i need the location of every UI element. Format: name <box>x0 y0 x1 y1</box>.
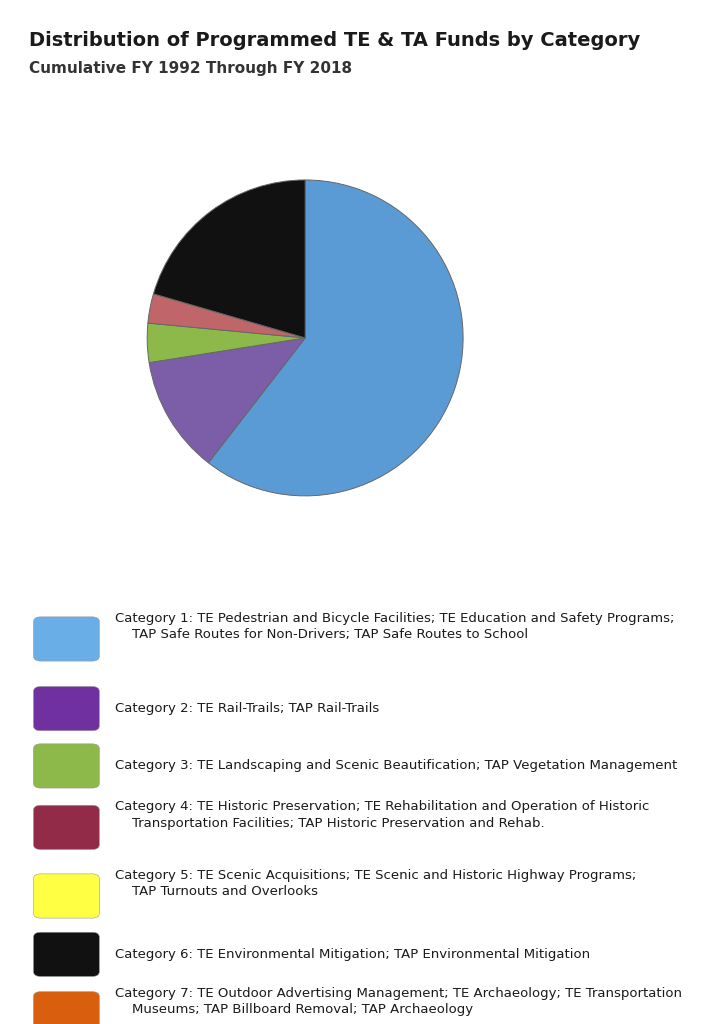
FancyBboxPatch shape <box>34 686 99 731</box>
FancyBboxPatch shape <box>34 743 99 788</box>
Text: Category 5: TE Scenic Acquisitions; TE Scenic and Historic Highway Programs;
   : Category 5: TE Scenic Acquisitions; TE S… <box>115 869 636 898</box>
Wedge shape <box>208 180 463 496</box>
FancyBboxPatch shape <box>34 805 99 850</box>
Text: Distribution of Programmed TE & TA Funds by Category: Distribution of Programmed TE & TA Funds… <box>29 31 640 50</box>
Text: Category 6: TE Environmental Mitigation; TAP Environmental Mitigation: Category 6: TE Environmental Mitigation;… <box>115 948 590 961</box>
Wedge shape <box>147 323 305 362</box>
Text: Category 4: TE Historic Preservation; TE Rehabilitation and Operation of Histori: Category 4: TE Historic Preservation; TE… <box>115 801 649 829</box>
Wedge shape <box>154 180 305 338</box>
FancyBboxPatch shape <box>34 991 99 1024</box>
FancyBboxPatch shape <box>34 932 99 977</box>
Text: Category 7: TE Outdoor Advertising Management; TE Archaeology; TE Transportation: Category 7: TE Outdoor Advertising Manag… <box>115 987 682 1016</box>
Text: Cumulative FY 1992 Through FY 2018: Cumulative FY 1992 Through FY 2018 <box>29 61 352 77</box>
Wedge shape <box>149 338 305 463</box>
Text: Category 3: TE Landscaping and Scenic Beautification; TAP Vegetation Management: Category 3: TE Landscaping and Scenic Be… <box>115 760 677 772</box>
Text: Category 2: TE Rail-Trails; TAP Rail-Trails: Category 2: TE Rail-Trails; TAP Rail-Tra… <box>115 702 379 715</box>
FancyBboxPatch shape <box>34 616 99 662</box>
FancyBboxPatch shape <box>34 873 99 919</box>
Wedge shape <box>148 294 305 338</box>
Text: Category 1: TE Pedestrian and Bicycle Facilities; TE Education and Safety Progra: Category 1: TE Pedestrian and Bicycle Fa… <box>115 612 674 641</box>
